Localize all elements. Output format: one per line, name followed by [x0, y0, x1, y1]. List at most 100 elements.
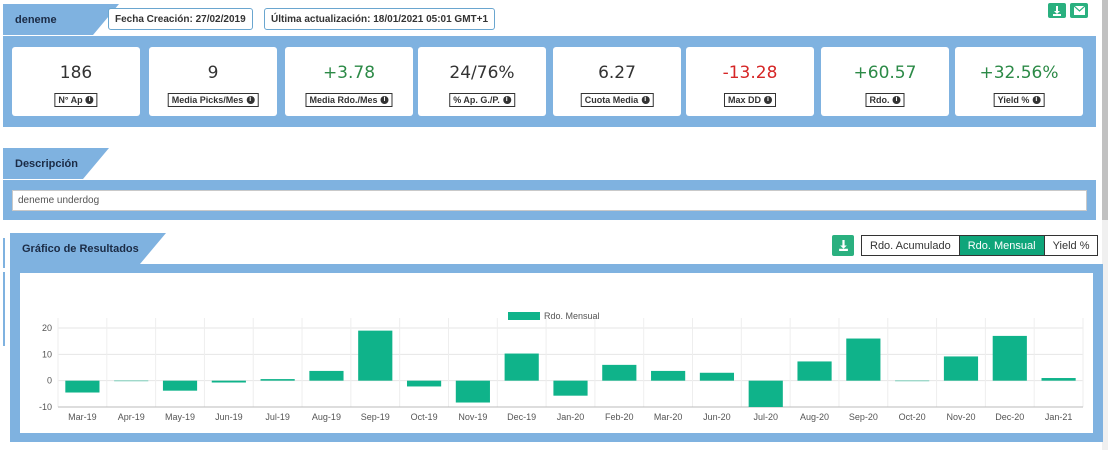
- info-icon[interactable]: i: [502, 96, 511, 104]
- info-icon[interactable]: i: [1032, 96, 1041, 104]
- x-tick-label: Oct-20: [899, 412, 926, 422]
- x-tick-label: Sep-20: [849, 412, 878, 422]
- chart-bar: [309, 370, 344, 381]
- description-title: Descripción: [15, 157, 78, 170]
- x-tick-label: Dec-19: [507, 412, 536, 422]
- creation-date-badge: Fecha Creación: 27/02/2019: [108, 8, 253, 30]
- x-tick-label: Oct-19: [411, 412, 438, 422]
- chart-bar: [699, 372, 735, 381]
- kpi-value: 24/76%: [449, 63, 515, 83]
- chart-bar: [358, 330, 393, 381]
- kpi-label[interactable]: Media Picks/Mes i: [167, 93, 259, 107]
- kpi-label-text: Cuota Media: [584, 95, 639, 105]
- chart-bar: [748, 380, 783, 407]
- update-date-badge: Última actualización: 18/01/2021 05:01 G…: [264, 8, 496, 30]
- update-date: 18/01/2021 05:01 GMT+1: [373, 13, 489, 25]
- kpi-label-text: Rdo.: [869, 95, 890, 105]
- x-tick-label: Jul-20: [753, 412, 778, 422]
- kpi-card: 9 Media Picks/Mes i: [149, 47, 277, 116]
- tab-yield[interactable]: Yield %: [1044, 236, 1098, 255]
- info-icon[interactable]: i: [85, 96, 94, 104]
- kpi-value: +3.78: [322, 63, 376, 83]
- x-tick-label: Nov-20: [946, 412, 975, 422]
- chart-bar: [846, 338, 881, 381]
- chart-mode-switch: Rdo. Acumulado Rdo. Mensual Yield %: [861, 235, 1099, 256]
- legend-swatch: [508, 312, 540, 320]
- kpi-label[interactable]: % Ap. G./P. i: [449, 93, 515, 107]
- info-icon[interactable]: i: [380, 96, 389, 104]
- legend-label: Rdo. Mensual: [544, 311, 600, 321]
- left-accent-bar: [3, 272, 5, 346]
- info-icon[interactable]: i: [641, 96, 650, 104]
- kpi-label-text: % Ap. G./P.: [453, 95, 500, 105]
- chart-bar: [797, 361, 832, 381]
- scrollbar-thumb[interactable]: [1102, 0, 1108, 220]
- x-tick-label: Sep-19: [361, 412, 390, 422]
- creation-label: Fecha Creación:: [115, 13, 193, 25]
- info-icon[interactable]: i: [892, 96, 901, 104]
- x-tick-label: Feb-20: [605, 412, 634, 422]
- kpi-value: +32.56%: [979, 63, 1059, 83]
- tab-rdo-mensual[interactable]: Rdo. Mensual: [959, 236, 1045, 255]
- kpi-label-text: Yield %: [997, 95, 1030, 105]
- description-panel: deneme underdog: [3, 180, 1096, 220]
- x-tick-label: Aug-20: [800, 412, 829, 422]
- update-label: Última actualización:: [271, 13, 371, 25]
- x-tick-label: Apr-19: [118, 412, 145, 422]
- x-tick-label: Jun-20: [703, 412, 731, 422]
- results-title: Gráfico de Resultados: [22, 242, 139, 255]
- chart-bar: [602, 364, 637, 381]
- kpi-card: +32.56% Yield % i: [955, 47, 1083, 116]
- kpi-card: 24/76% % Ap. G./P. i: [418, 47, 546, 116]
- kpi-label-text: Media Rdo./Mes: [309, 95, 378, 105]
- x-tick-label: Mar-19: [68, 412, 97, 422]
- info-icon[interactable]: i: [764, 96, 773, 104]
- page-scrollbar[interactable]: [1102, 0, 1108, 450]
- kpi-label-text: Media Picks/Mes: [171, 95, 244, 105]
- info-icon[interactable]: i: [246, 96, 255, 104]
- chart-bar: [455, 380, 490, 403]
- chart-bar: [1041, 378, 1076, 381]
- kpi-label[interactable]: Yield % i: [993, 93, 1045, 107]
- x-tick-label: Jan-21: [1045, 412, 1073, 422]
- chart-download-button[interactable]: [832, 235, 854, 256]
- kpi-label[interactable]: N° Ap i: [54, 93, 98, 107]
- x-tick-label: Jan-20: [557, 412, 585, 422]
- x-tick-label: Jul-19: [265, 412, 290, 422]
- kpi-value: -13.28: [722, 63, 778, 83]
- kpi-card: +60.57 Rdo. i: [821, 47, 949, 116]
- description-text: deneme underdog: [12, 190, 1087, 211]
- x-tick-label: Aug-19: [312, 412, 341, 422]
- chart-bar: [260, 379, 295, 381]
- kpi-panel: 186 N° Ap i 9 Media Picks/Mes i +3.78 Media Rdo…: [3, 36, 1096, 127]
- kpi-value: 186: [59, 63, 93, 83]
- y-tick-label: 20: [42, 323, 52, 333]
- x-tick-label: Mar-20: [654, 412, 683, 422]
- download-icon: [1053, 5, 1061, 16]
- chart-bar: [504, 353, 539, 381]
- x-tick-label: Dec-20: [995, 412, 1024, 422]
- kpi-value: +60.57: [853, 63, 917, 83]
- download-button[interactable]: [1048, 3, 1066, 18]
- chart-bar: [406, 380, 442, 387]
- kpi-label[interactable]: Media Rdo./Mes i: [305, 93, 393, 107]
- email-button[interactable]: [1070, 3, 1088, 18]
- kpi-value: 9: [207, 63, 219, 83]
- download-icon: [838, 240, 848, 251]
- kpi-label[interactable]: Cuota Media i: [580, 93, 654, 107]
- chart-bar: [162, 380, 198, 391]
- kpi-label[interactable]: Max DD i: [723, 93, 777, 107]
- envelope-icon: [1073, 6, 1085, 15]
- kpi-label[interactable]: Rdo. i: [865, 93, 905, 107]
- y-tick-label: -10: [39, 402, 52, 412]
- kpi-card: 6.27 Cuota Media i: [553, 47, 681, 116]
- chart-bar: [992, 335, 1027, 381]
- chart-bar: [65, 380, 100, 393]
- tab-rdo-acumulado[interactable]: Rdo. Acumulado: [862, 236, 960, 255]
- kpi-value: 6.27: [598, 63, 636, 83]
- y-tick-label: 10: [42, 349, 52, 359]
- chart-panel: 20 10 0 -10 Mar-19 Apr-19 May-19 Jun-19 Jul-19 Au…: [10, 264, 1103, 442]
- chart-bar: [943, 356, 979, 381]
- kpi-label-text: Max DD: [727, 95, 762, 105]
- chart-bar: [553, 380, 588, 396]
